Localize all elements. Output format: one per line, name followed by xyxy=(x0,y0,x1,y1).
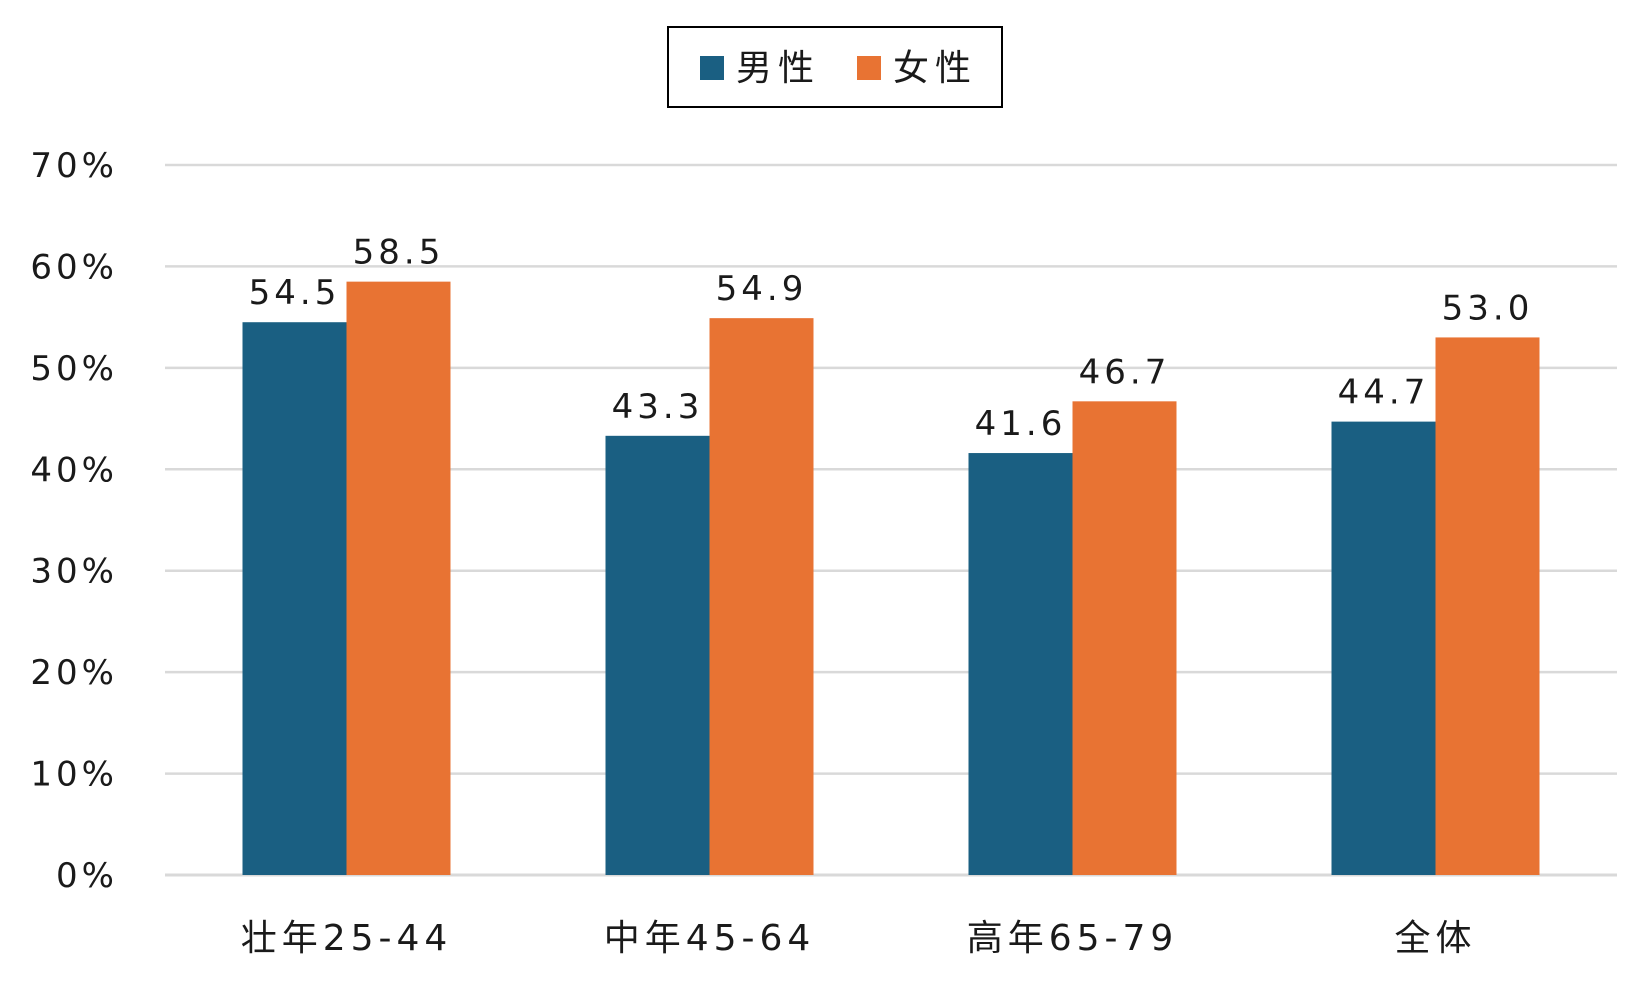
legend-label-female: 女性 xyxy=(893,48,977,89)
x-tick-label: 壮年25-44 xyxy=(241,918,453,959)
legend-swatch-male xyxy=(700,56,724,80)
y-tick-label: 60% xyxy=(30,247,118,287)
bar-female-0 xyxy=(346,281,451,876)
y-axis: 0% 10% 20% 30% 40% 50% 60% 70% xyxy=(30,146,118,896)
data-label: 53.0 xyxy=(1442,288,1534,328)
x-tick-label: 全体 xyxy=(1394,918,1476,959)
legend-label-male: 男性 xyxy=(736,48,820,89)
bar-female-1 xyxy=(709,318,814,876)
y-tick-label: 10% xyxy=(30,755,118,795)
data-label: 43.3 xyxy=(612,387,704,427)
legend-swatch-female xyxy=(857,56,881,80)
x-axis: 壮年25-44 中年45-64 高年65-79 全体 xyxy=(241,918,1476,959)
data-label: 46.7 xyxy=(1079,352,1171,392)
y-tick-label: 50% xyxy=(30,349,118,389)
x-tick-label: 高年65-79 xyxy=(967,918,1179,959)
bar-female-3 xyxy=(1435,337,1540,875)
data-labels: 54.5 58.5 43.3 54.9 41.6 46.7 44.7 53.0 xyxy=(249,233,1534,444)
y-tick-label: 20% xyxy=(30,653,118,693)
y-tick-label: 40% xyxy=(30,450,118,490)
legend: 男性 女性 xyxy=(667,26,1003,108)
bars xyxy=(242,281,1540,876)
data-label: 41.6 xyxy=(975,404,1067,444)
y-tick-label: 0% xyxy=(56,856,118,896)
y-tick-label: 30% xyxy=(30,552,118,592)
y-tick-label: 70% xyxy=(30,146,118,186)
bar-male-0 xyxy=(242,322,347,875)
data-label: 44.7 xyxy=(1338,373,1430,413)
data-label: 54.5 xyxy=(249,273,341,313)
bar-male-3 xyxy=(1331,421,1436,875)
data-label: 58.5 xyxy=(353,233,445,273)
x-tick-label: 中年45-64 xyxy=(604,918,816,959)
data-label: 54.9 xyxy=(716,269,808,309)
bar-male-2 xyxy=(968,453,1073,875)
bar-female-2 xyxy=(1072,401,1177,875)
bar-male-1 xyxy=(605,435,710,875)
